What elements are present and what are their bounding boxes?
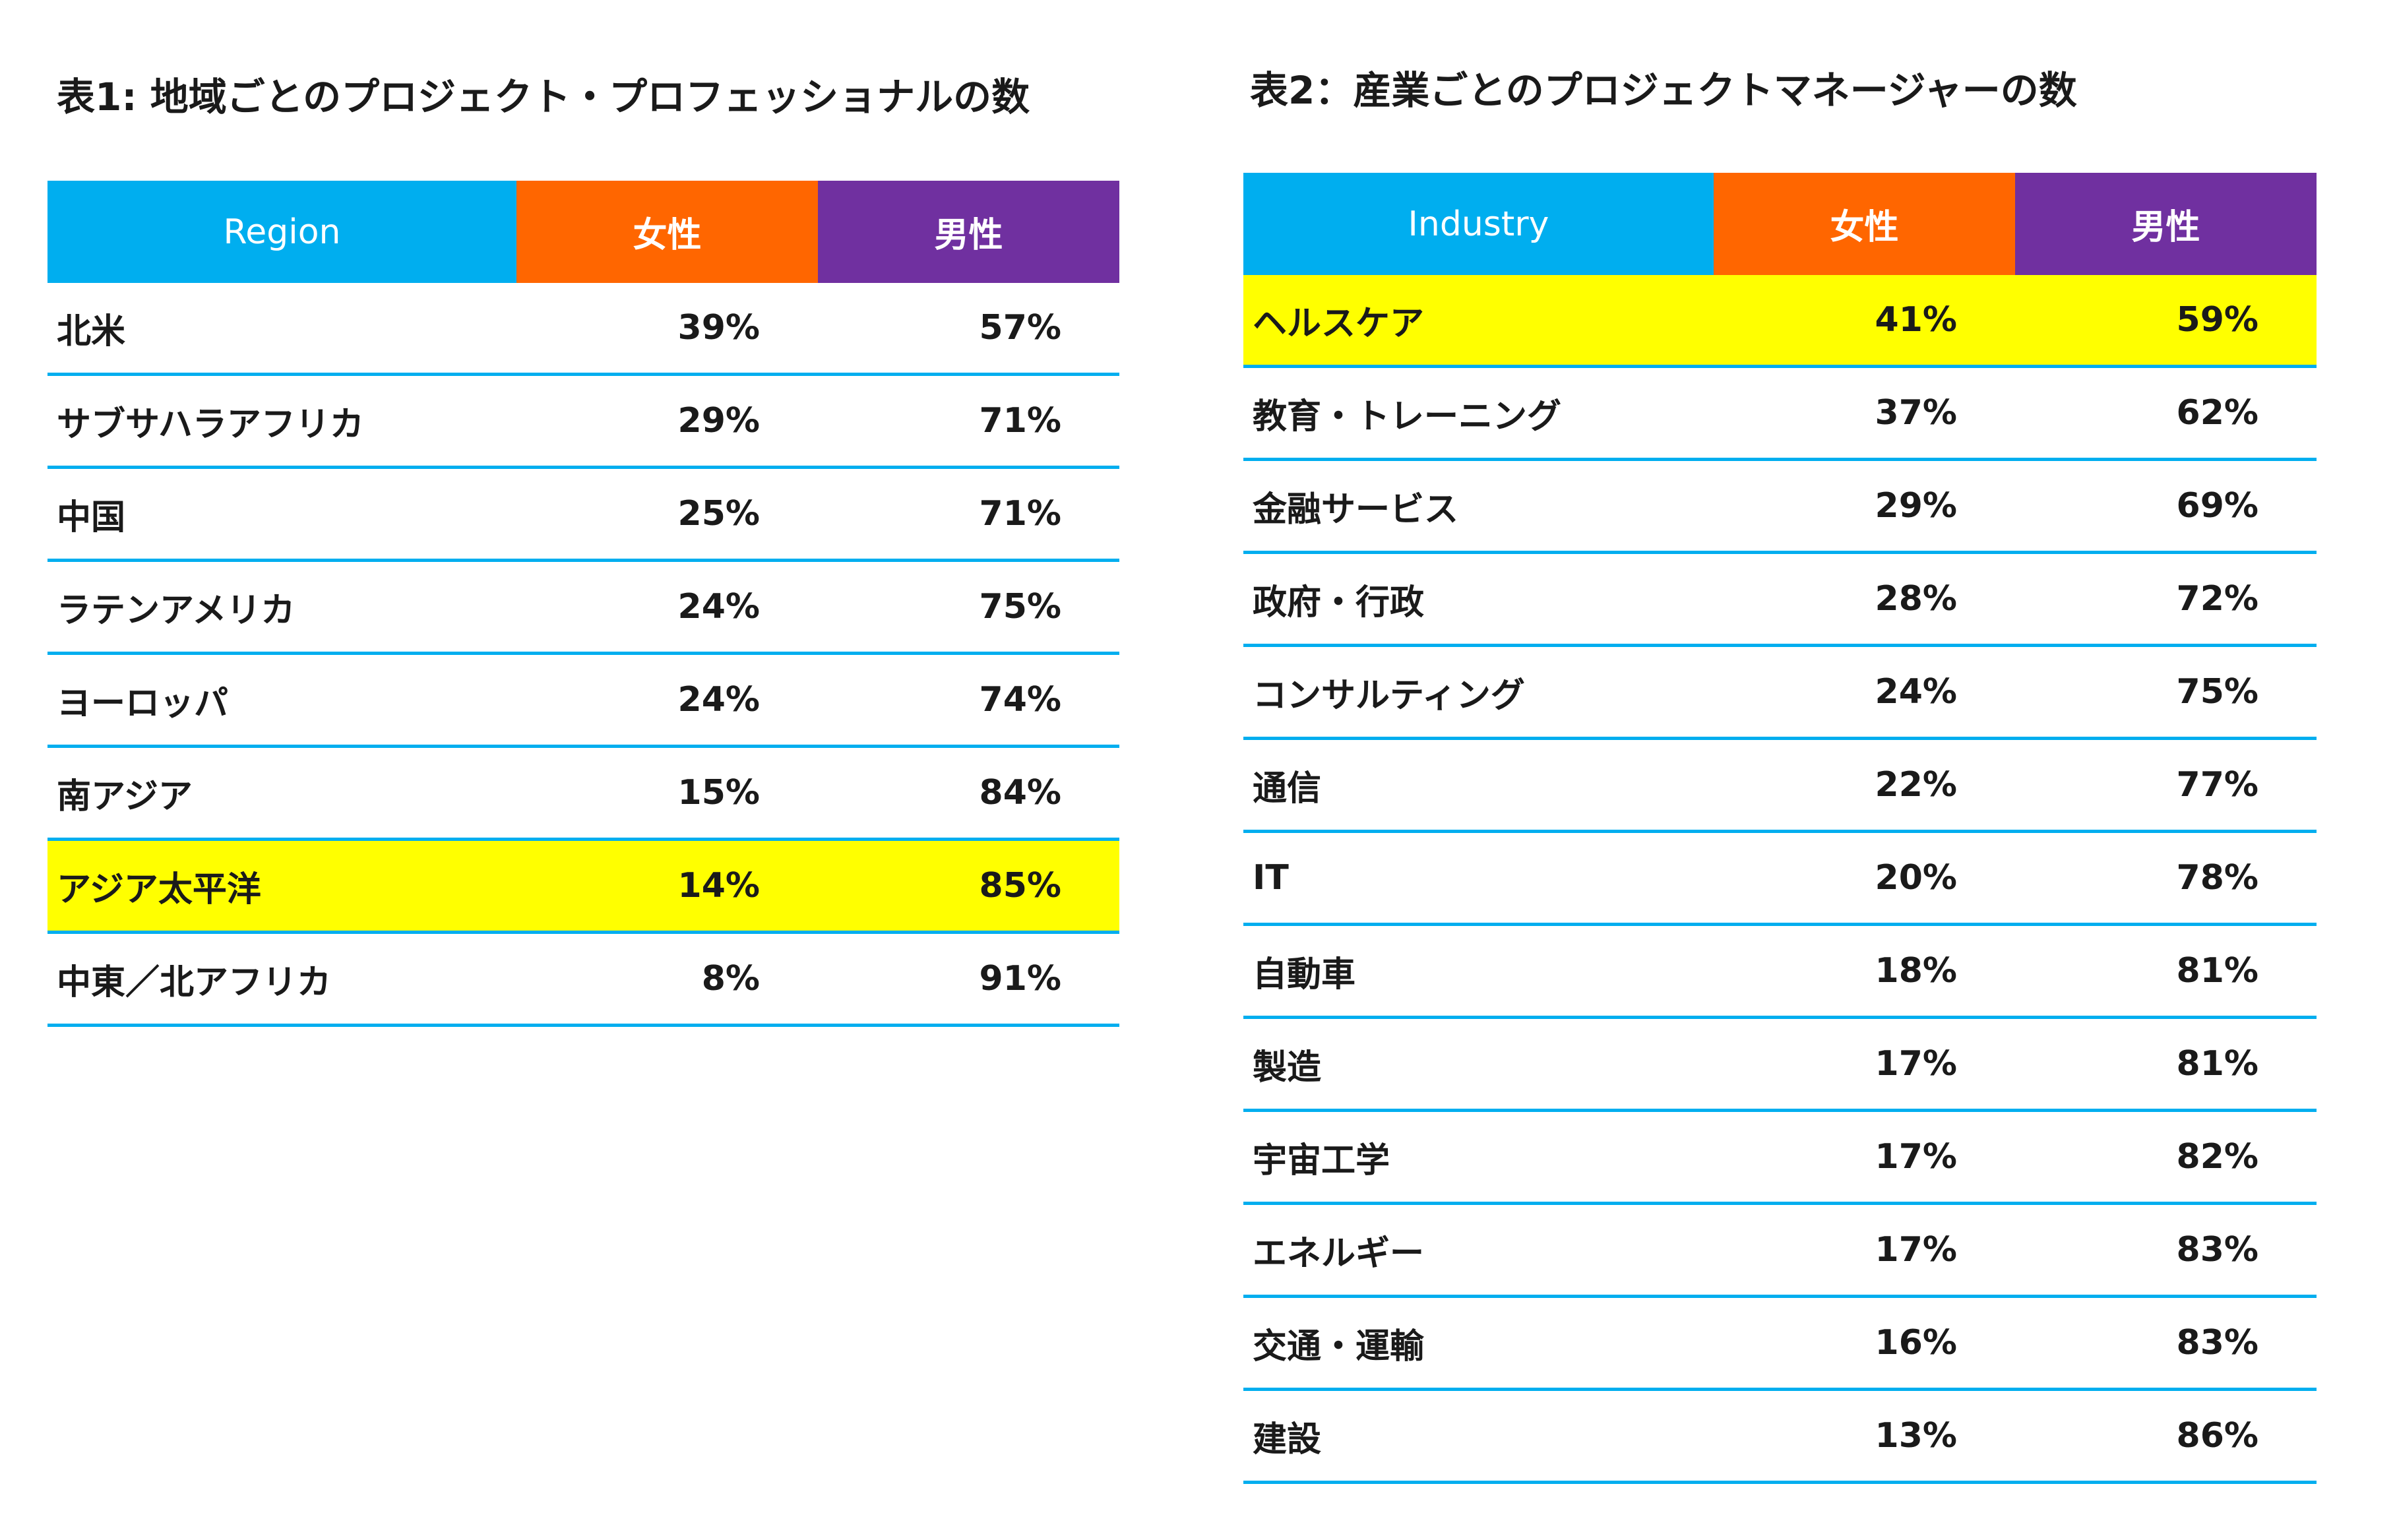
row-category-label: 教育・トレーニング bbox=[1243, 366, 1714, 461]
female-percentage: 28% bbox=[1714, 552, 2015, 647]
column-header-female: 女性 bbox=[516, 181, 818, 283]
male-percentage: 91% bbox=[818, 932, 1119, 1027]
female-percentage: 39% bbox=[516, 283, 818, 376]
female-percentage: 18% bbox=[1714, 924, 2015, 1019]
female-percentage: 13% bbox=[1714, 1389, 2015, 1484]
table2-body: ヘルスケア 41% 59% 教育・トレーニング 37% 62% 金融サービス 29% 69% 政府… bbox=[1243, 275, 2317, 1484]
male-percentage: 74% bbox=[818, 653, 1119, 748]
male-percentage: 78% bbox=[2015, 831, 2317, 926]
table-row: 交通・運輸 16% 83% bbox=[1243, 1296, 2317, 1391]
male-percentage: 85% bbox=[818, 839, 1119, 934]
table-row: 政府・行政 28% 72% bbox=[1243, 552, 2317, 647]
table-row: 中国 25% 71% bbox=[47, 467, 1119, 562]
table-header-row: Industry 女性 男性 bbox=[1243, 173, 2317, 275]
row-category-label: 宇宙工学 bbox=[1243, 1110, 1714, 1205]
male-percentage: 75% bbox=[818, 560, 1119, 655]
male-percentage: 86% bbox=[2015, 1389, 2317, 1484]
column-header-industry: Industry bbox=[1243, 173, 1714, 275]
row-category-label: IT bbox=[1243, 831, 1714, 926]
table-row: サブサハラアフリカ 29% 71% bbox=[47, 374, 1119, 469]
table-row: 宇宙工学 17% 82% bbox=[1243, 1110, 2317, 1205]
table-row: ヘルスケア 41% 59% bbox=[1243, 275, 2317, 368]
row-category-label: ヨーロッパ bbox=[47, 653, 516, 748]
table2-title: 表2：産業ごとのプロジェクトマネージャーの数 bbox=[1250, 68, 2077, 113]
row-category-label: 通信 bbox=[1243, 738, 1714, 833]
table-row: アジア太平洋 14% 85% bbox=[47, 839, 1119, 934]
table-row: コンサルティング 24% 75% bbox=[1243, 645, 2317, 740]
table-row: エネルギー 17% 83% bbox=[1243, 1203, 2317, 1298]
female-percentage: 24% bbox=[516, 653, 818, 748]
female-percentage: 8% bbox=[516, 932, 818, 1027]
female-percentage: 24% bbox=[516, 560, 818, 655]
female-percentage: 29% bbox=[516, 374, 818, 469]
female-percentage: 16% bbox=[1714, 1296, 2015, 1391]
female-percentage: 41% bbox=[1714, 275, 2015, 368]
table-row: ラテンアメリカ 24% 75% bbox=[47, 560, 1119, 655]
column-header-male: 男性 bbox=[818, 181, 1119, 283]
row-category-label: コンサルティング bbox=[1243, 645, 1714, 740]
female-percentage: 17% bbox=[1714, 1017, 2015, 1112]
row-category-label: 自動車 bbox=[1243, 924, 1714, 1019]
male-percentage: 84% bbox=[818, 746, 1119, 841]
row-category-label: 中東／北アフリカ bbox=[47, 932, 516, 1027]
table-row: 自動車 18% 81% bbox=[1243, 924, 2317, 1019]
column-header-region: Region bbox=[47, 181, 516, 283]
male-percentage: 81% bbox=[2015, 1017, 2317, 1112]
industry-gender-table: Industry 女性 男性 ヘルスケア 41% 59% 教育・トレーニング 37% 62… bbox=[1243, 173, 2317, 1484]
table-row: 金融サービス 29% 69% bbox=[1243, 459, 2317, 554]
region-gender-table: Region 女性 男性 北米 39% 57% サブサハラアフリカ 29% 71% 中国 25… bbox=[47, 181, 1119, 1027]
table-row: 南アジア 15% 84% bbox=[47, 746, 1119, 841]
table-header-row: Region 女性 男性 bbox=[47, 181, 1119, 283]
table-row: ヨーロッパ 24% 74% bbox=[47, 653, 1119, 748]
row-category-label: ラテンアメリカ bbox=[47, 560, 516, 655]
column-header-male: 男性 bbox=[2015, 173, 2317, 275]
female-percentage: 25% bbox=[516, 467, 818, 562]
table-row: 北米 39% 57% bbox=[47, 283, 1119, 376]
male-percentage: 71% bbox=[818, 467, 1119, 562]
male-percentage: 69% bbox=[2015, 459, 2317, 554]
table-row: 教育・トレーニング 37% 62% bbox=[1243, 366, 2317, 461]
male-percentage: 71% bbox=[818, 374, 1119, 469]
row-category-label: サブサハラアフリカ bbox=[47, 374, 516, 469]
table1-title: 表1: 地域ごとのプロジェクト・プロフェッショナルの数 bbox=[57, 75, 1030, 119]
table1-body: 北米 39% 57% サブサハラアフリカ 29% 71% 中国 25% 71% ラテンアメリカ 24… bbox=[47, 283, 1119, 1027]
table-row: 建設 13% 86% bbox=[1243, 1389, 2317, 1484]
female-percentage: 15% bbox=[516, 746, 818, 841]
table-row: 製造 17% 81% bbox=[1243, 1017, 2317, 1112]
row-category-label: 金融サービス bbox=[1243, 459, 1714, 554]
row-category-label: 建設 bbox=[1243, 1389, 1714, 1484]
male-percentage: 83% bbox=[2015, 1296, 2317, 1391]
female-percentage: 14% bbox=[516, 839, 818, 934]
female-percentage: 22% bbox=[1714, 738, 2015, 833]
male-percentage: 75% bbox=[2015, 645, 2317, 740]
row-category-label: 南アジア bbox=[47, 746, 516, 841]
row-category-label: アジア太平洋 bbox=[47, 839, 516, 934]
male-percentage: 62% bbox=[2015, 366, 2317, 461]
row-category-label: 中国 bbox=[47, 467, 516, 562]
row-category-label: ヘルスケア bbox=[1243, 275, 1714, 368]
row-category-label: 製造 bbox=[1243, 1017, 1714, 1112]
male-percentage: 83% bbox=[2015, 1203, 2317, 1298]
row-category-label: 政府・行政 bbox=[1243, 552, 1714, 647]
row-category-label: エネルギー bbox=[1243, 1203, 1714, 1298]
female-percentage: 17% bbox=[1714, 1110, 2015, 1205]
row-category-label: 交通・運輸 bbox=[1243, 1296, 1714, 1391]
table-row: 通信 22% 77% bbox=[1243, 738, 2317, 833]
male-percentage: 77% bbox=[2015, 738, 2317, 833]
male-percentage: 81% bbox=[2015, 924, 2317, 1019]
female-percentage: 17% bbox=[1714, 1203, 2015, 1298]
male-percentage: 72% bbox=[2015, 552, 2317, 647]
female-percentage: 37% bbox=[1714, 366, 2015, 461]
row-category-label: 北米 bbox=[47, 283, 516, 376]
male-percentage: 59% bbox=[2015, 275, 2317, 368]
table-row: IT 20% 78% bbox=[1243, 831, 2317, 926]
male-percentage: 57% bbox=[818, 283, 1119, 376]
table-row: 中東／北アフリカ 8% 91% bbox=[47, 932, 1119, 1027]
column-header-female: 女性 bbox=[1714, 173, 2015, 275]
female-percentage: 29% bbox=[1714, 459, 2015, 554]
female-percentage: 20% bbox=[1714, 831, 2015, 926]
male-percentage: 82% bbox=[2015, 1110, 2317, 1205]
female-percentage: 24% bbox=[1714, 645, 2015, 740]
